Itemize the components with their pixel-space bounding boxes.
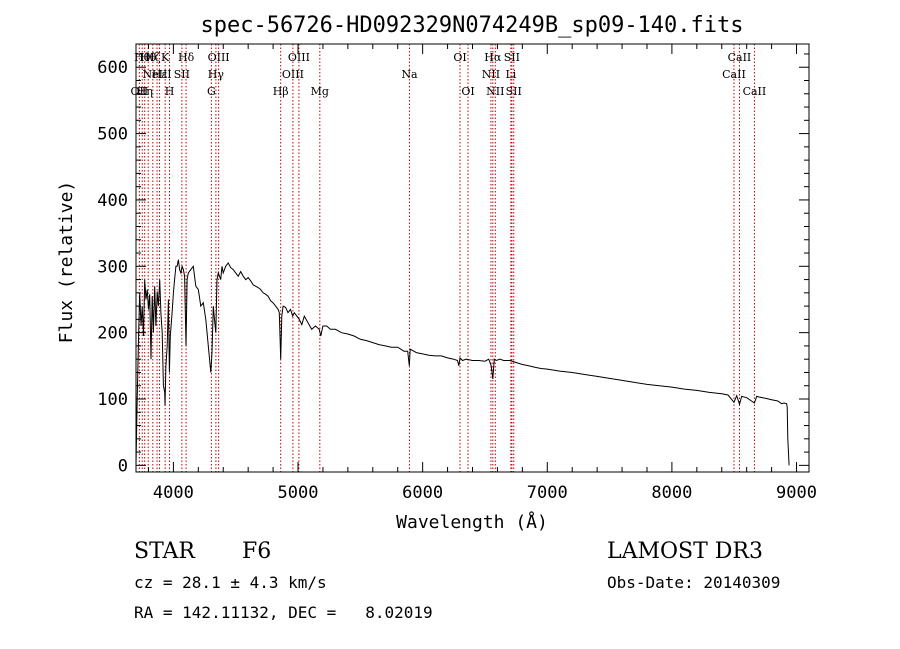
spectrum-chart: spec-56726-HD092329N074249B_sp09-140.fit… — [56, 13, 817, 533]
object-class: STAR — [134, 539, 195, 564]
line-label-27: CaII — [722, 68, 746, 81]
line-label-0: OII — [131, 85, 149, 98]
x-tick-label-5: 9000 — [776, 483, 817, 503]
line-label-6: Hε — [152, 68, 168, 81]
y-tick-label-1: 100 — [97, 390, 128, 410]
survey-name: LAMOST DR3 — [607, 539, 763, 564]
x-tick-label-1: 5000 — [278, 483, 319, 503]
spectral-line-markers — [138, 44, 755, 472]
redshift-line: cz = 28.1 ± 4.3 km/s — [134, 573, 327, 592]
y-axis: 0 100 200 300 400 500 600 — [97, 53, 809, 476]
line-label-8: H — [165, 85, 175, 98]
line-label-17: Mg — [311, 85, 329, 98]
line-label-2: Hη — [137, 85, 153, 98]
line-label-15: OIII — [282, 68, 304, 81]
x-axis-label: Wavelength (Å) — [396, 511, 548, 533]
y-axis-label: Flux (relative) — [56, 181, 77, 344]
y-tick-label-2: 200 — [97, 324, 128, 344]
y-tick-label-6: 600 — [97, 58, 128, 78]
y-tick-label-5: 500 — [97, 125, 128, 145]
object-subclass: F6 — [242, 539, 272, 564]
line-label-11: G — [207, 85, 216, 98]
y-tick-label-3: 300 — [97, 257, 128, 277]
y-tick-label-0: 0 — [118, 456, 128, 476]
line-label-18: Na — [401, 68, 418, 81]
x-tick-label-2: 6000 — [402, 483, 443, 503]
line-label-9: SII — [174, 68, 190, 81]
line-label-29: CaII — [743, 85, 767, 98]
spectrum-line — [135, 259, 790, 466]
line-label-25: SII — [504, 51, 520, 64]
x-tick-label-3: 7000 — [527, 483, 568, 503]
line-label-26: SII — [506, 85, 522, 98]
line-label-4: Hζ — [145, 51, 161, 64]
line-label-28: CaII — [728, 51, 752, 64]
line-label-21: NII — [482, 68, 500, 81]
line-label-22: Hα — [484, 51, 502, 64]
line-label-24: Li — [505, 68, 516, 81]
line-label-13: OIII — [208, 51, 230, 64]
line-label-14: Hβ — [273, 85, 289, 98]
x-tick-label-4: 8000 — [651, 483, 692, 503]
line-label-16: OIII — [288, 51, 310, 64]
line-label-23: NII — [486, 85, 504, 98]
y-tick-label-4: 400 — [97, 191, 128, 211]
x-tick-label-0: 4000 — [153, 483, 194, 503]
line-label-3: Hθ — [140, 51, 157, 64]
chart-title: spec-56726-HD092329N074249B_sp09-140.fit… — [200, 13, 743, 38]
spectral-line-labels: OIIHθHηHθHζNeIIIHεKHSIIHδGHγOIIIHβOIIIOI… — [131, 51, 767, 98]
line-label-19: OI — [453, 51, 466, 64]
line-label-7: K — [161, 51, 170, 64]
plot-frame — [135, 43, 810, 473]
line-label-10: Hδ — [178, 51, 195, 64]
coordinates-line: RA = 142.11132, DEC = 8.02019 — [134, 603, 433, 622]
x-axis: 4000 5000 6000 7000 8000 9000 — [147, 44, 817, 503]
line-label-12: Hγ — [208, 68, 225, 81]
observation-date: Obs-Date: 20140309 — [607, 573, 781, 592]
line-label-20: OI — [461, 85, 474, 98]
line-label-5: NeIII — [142, 68, 171, 81]
